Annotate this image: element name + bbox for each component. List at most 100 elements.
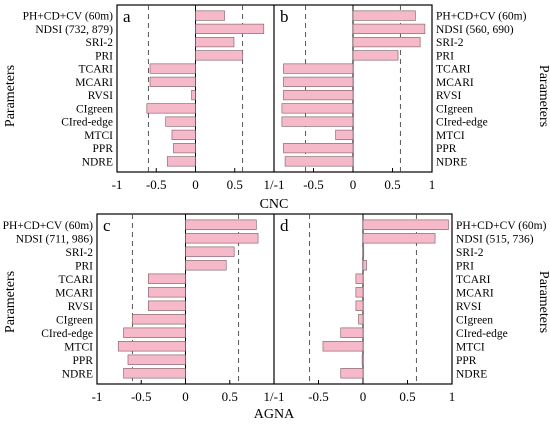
x-tick-label: 0 — [350, 177, 357, 192]
bar — [340, 327, 364, 338]
category-label: CIgreen — [56, 314, 93, 326]
category-label: MCARI — [75, 77, 113, 89]
category-label: PPR — [93, 143, 114, 155]
category-label: TCARI — [59, 274, 94, 286]
category-label: PPR — [73, 355, 94, 367]
x-tick-label: -0.5 — [303, 177, 324, 192]
bar — [281, 103, 354, 114]
category-label: NDSI (515, 736) — [456, 233, 534, 245]
bar — [148, 300, 186, 311]
category-label: PH+CD+CV (60m) — [436, 11, 527, 23]
bar — [352, 37, 421, 48]
category-label: MTCI — [436, 130, 465, 142]
bar — [191, 90, 196, 101]
bar — [361, 354, 364, 365]
category-label: RVSI — [68, 301, 93, 313]
category-label: NDRE — [456, 368, 487, 380]
x-tick-label: 0.5 — [227, 177, 243, 192]
bar — [185, 260, 227, 271]
category-label: RVSI — [436, 90, 461, 102]
category-label: RVSI — [456, 301, 481, 313]
panel-label: a — [123, 7, 131, 26]
x-tick-label: 0.5 — [399, 389, 415, 404]
panel-label: c — [103, 216, 111, 235]
bar — [362, 219, 449, 230]
category-label: MCARI — [456, 287, 494, 299]
category-label: SRI-2 — [436, 37, 464, 49]
category-label: SRI-2 — [66, 247, 94, 259]
x-tick-label: -0.5 — [308, 389, 329, 404]
category-label: MCARI — [55, 287, 93, 299]
category-label: NDSI (560, 690) — [436, 24, 514, 36]
bar — [123, 327, 186, 338]
x-tick-label: 0 — [182, 389, 189, 404]
bar — [132, 314, 186, 325]
bar — [117, 341, 186, 352]
category-label: SRI-2 — [456, 247, 484, 259]
x-tick-label: 1/-1 — [264, 389, 285, 404]
x-tick-label: -1 — [112, 177, 123, 192]
bar — [166, 156, 196, 167]
bar — [284, 156, 354, 167]
y-axis-title-bottom-left: Parameters — [3, 271, 18, 333]
bar — [322, 341, 364, 352]
x-tick-label: 0 — [360, 389, 367, 404]
category-label: PRI — [456, 260, 474, 272]
category-label: MCARI — [436, 77, 474, 89]
bar — [123, 368, 186, 379]
bar — [362, 233, 436, 244]
bar — [173, 143, 196, 154]
category-label: CIgreen — [456, 314, 493, 326]
bar — [148, 287, 186, 298]
panel-row-2: PH+CD+CV (60m)NDSI (711, 986)SRI-2PRITCA… — [3, 213, 547, 385]
category-label: PH+CD+CV (60m) — [3, 220, 94, 232]
category-label: PPR — [456, 355, 477, 367]
bar — [335, 129, 354, 140]
category-label: CIred-edge — [436, 117, 488, 129]
category-label: PPR — [436, 143, 457, 155]
bar — [340, 368, 364, 379]
bar — [195, 37, 235, 48]
category-label: CIred-edge — [61, 117, 113, 129]
bar — [281, 116, 354, 127]
bar — [195, 50, 243, 61]
category-label: CIred-edge — [456, 328, 508, 340]
bar — [355, 273, 364, 284]
bar — [185, 233, 259, 244]
bar — [185, 246, 235, 257]
bar — [171, 129, 196, 140]
bar — [195, 23, 265, 34]
category-label: RVSI — [88, 90, 113, 102]
category-label: NDSI (711, 986) — [16, 233, 93, 245]
panel-label: d — [280, 216, 289, 235]
category-label: TCARI — [436, 64, 471, 76]
category-label: PRI — [95, 50, 113, 62]
bar — [283, 76, 354, 87]
x-tick-label: -0.5 — [131, 389, 152, 404]
category-label: PH+CD+CV (60m) — [456, 220, 547, 232]
bar — [362, 246, 365, 257]
category-label: CIred-edge — [41, 328, 93, 340]
x-tick-label: 0 — [192, 177, 199, 192]
category-label: NDSI (732, 879) — [35, 24, 113, 36]
category-label: CIgreen — [76, 103, 113, 115]
x-axis-title-bottom: AGNA — [254, 407, 295, 422]
bar — [195, 10, 225, 21]
category-label: SRI-2 — [86, 37, 114, 49]
bar — [149, 63, 196, 74]
bar — [283, 143, 354, 154]
bar — [127, 354, 186, 365]
category-label: TCARI — [79, 64, 114, 76]
bar — [352, 23, 426, 34]
category-label: CIgreen — [436, 103, 473, 115]
bar — [355, 300, 364, 311]
x-tick-label: 1 — [449, 389, 456, 404]
bar — [358, 314, 364, 325]
category-label: PH+CD+CV (60m) — [23, 11, 114, 23]
x-tick-label: 0.5 — [384, 177, 400, 192]
y-axis-title-top-left: Parameters — [3, 65, 18, 127]
